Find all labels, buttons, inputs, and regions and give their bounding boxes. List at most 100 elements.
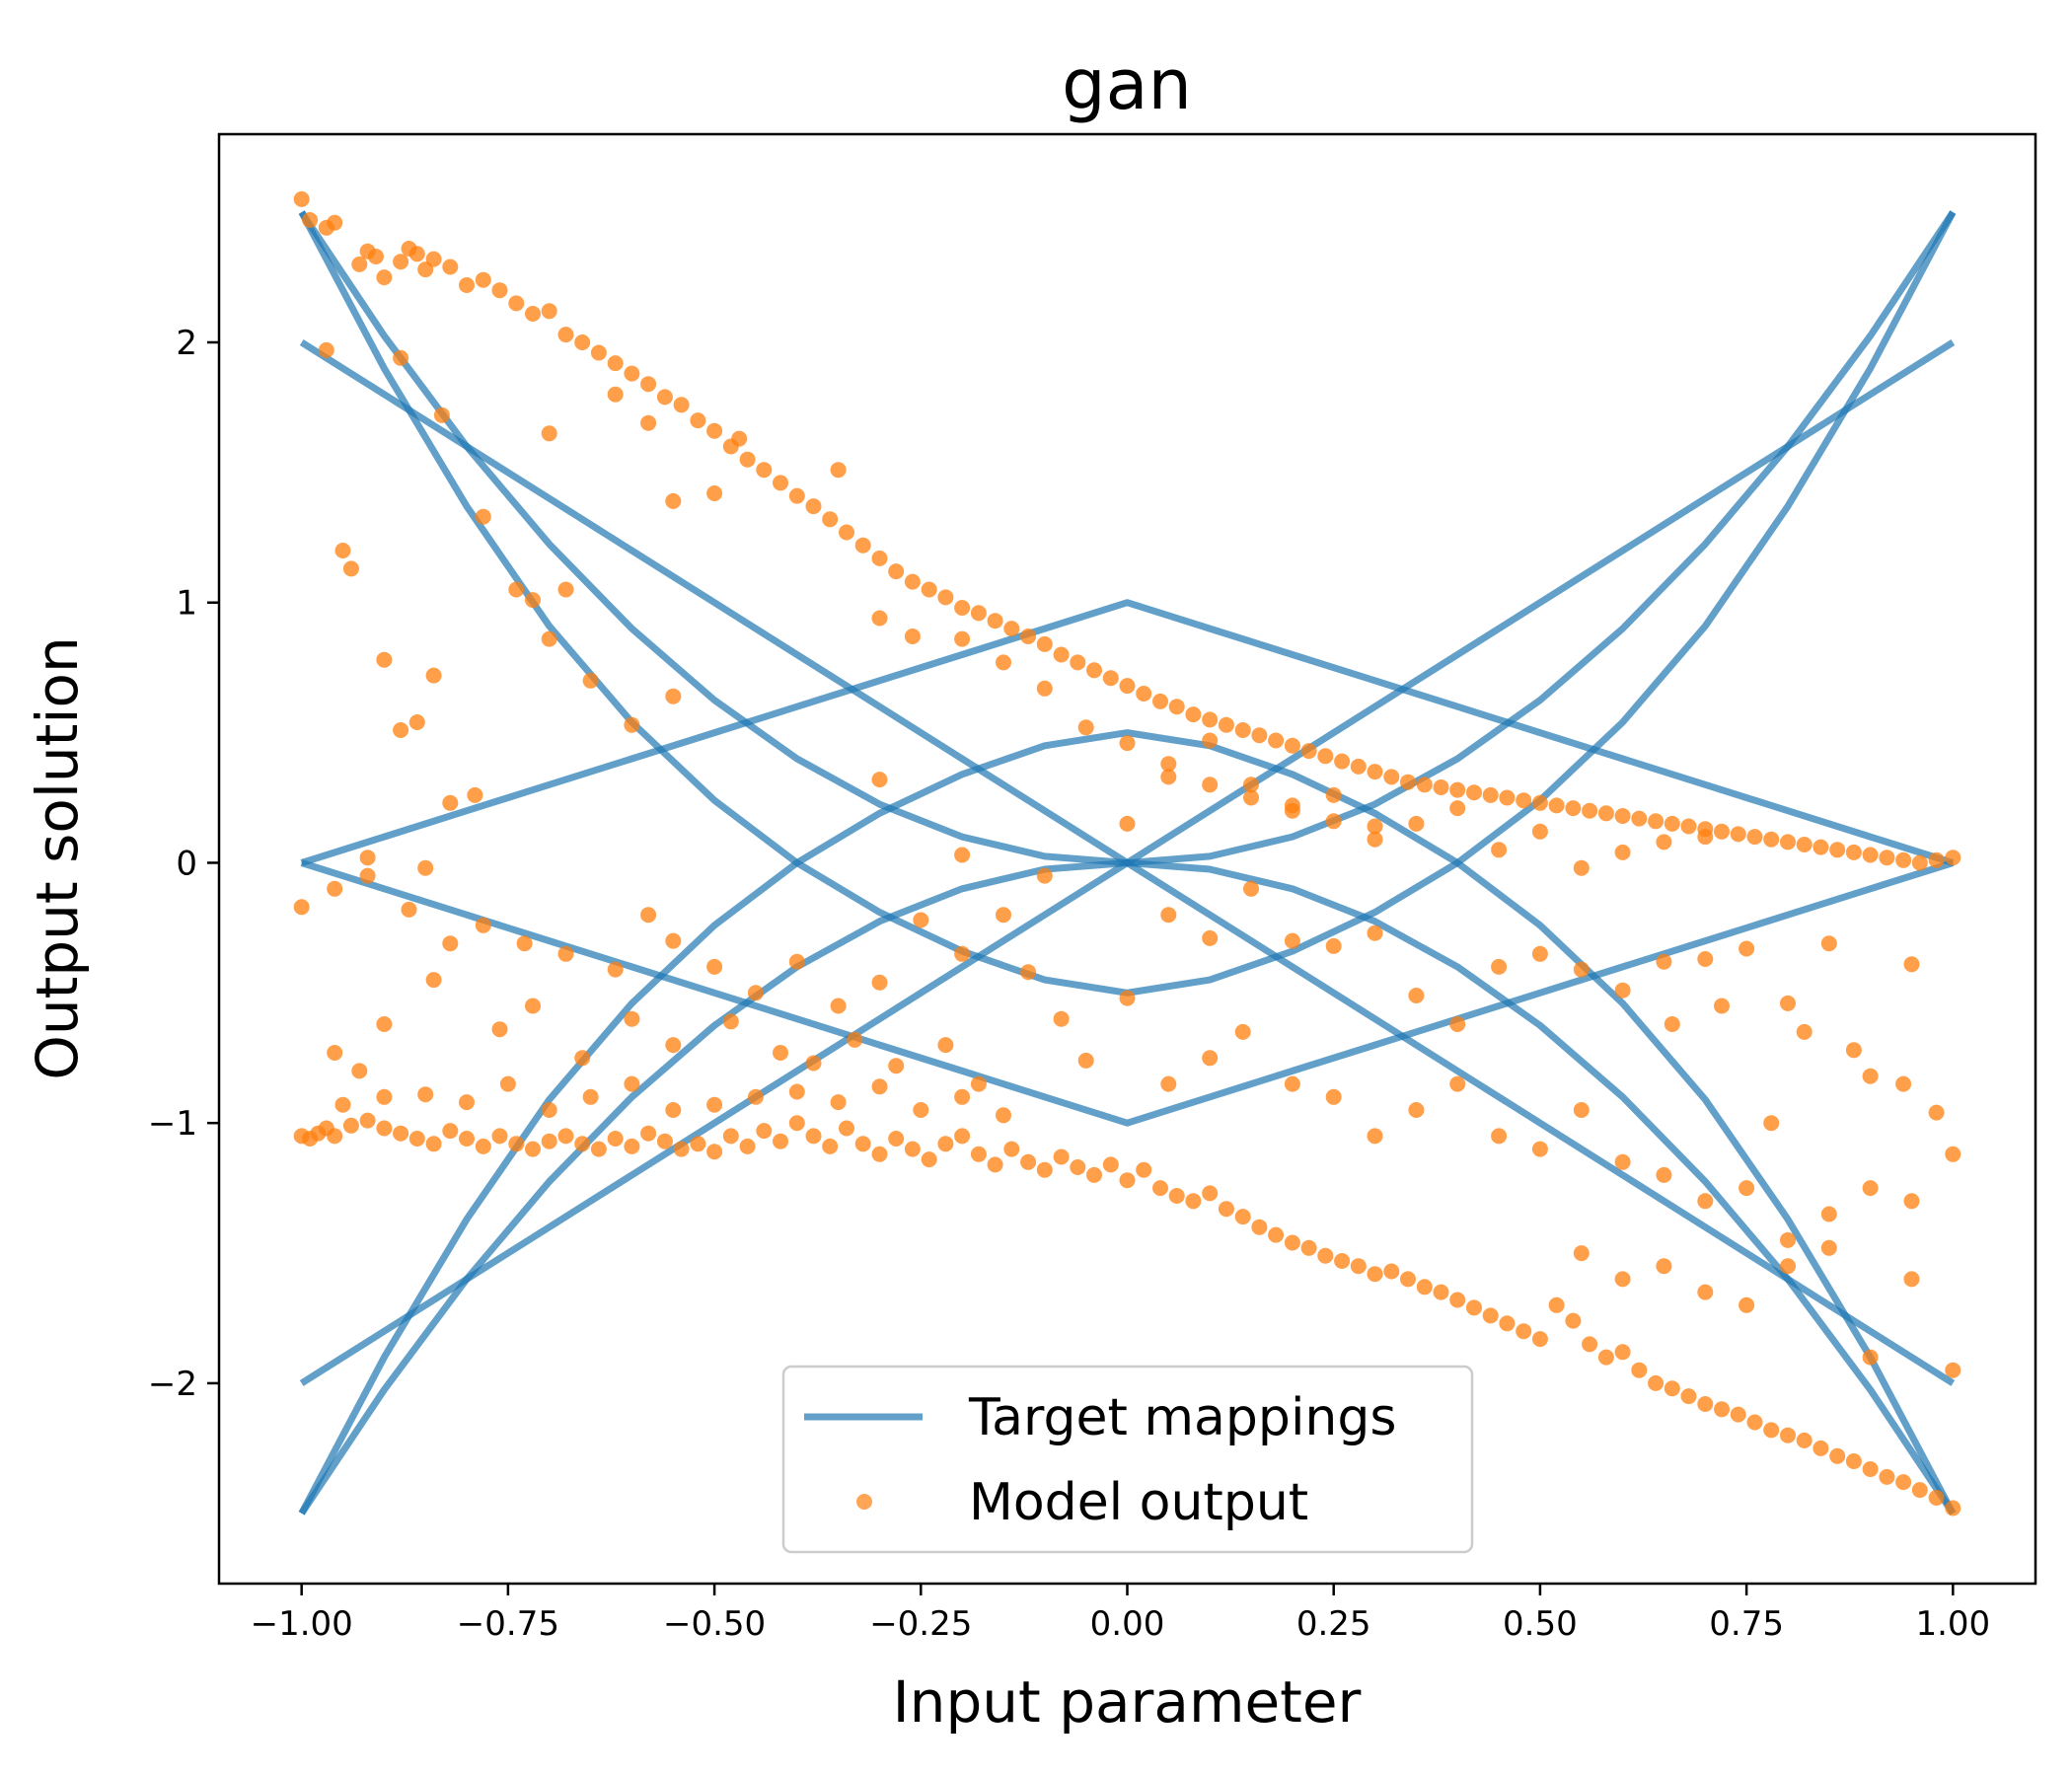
model-output-point (393, 254, 409, 270)
model-output-point (393, 1125, 409, 1142)
model-output-point (1350, 1258, 1367, 1275)
model-output-point (401, 901, 417, 918)
model-output-point (1350, 758, 1367, 775)
model-output-point (1656, 1258, 1672, 1275)
model-output-point (607, 1131, 624, 1147)
model-output-point (1582, 802, 1598, 819)
model-output-point (739, 451, 756, 468)
model-output-point (417, 1086, 434, 1103)
model-output-point (1449, 1292, 1466, 1308)
model-output-point (1160, 769, 1177, 785)
model-output-point (1325, 786, 1342, 803)
model-output-point (747, 1088, 764, 1105)
model-output-point (739, 1138, 756, 1154)
model-output-point (1325, 813, 1342, 830)
x-axis: −1.00 −0.75 −0.50 −0.25 0.00 0.25 0.50 0.75 1.00 (251, 1584, 1990, 1644)
model-output-point (1367, 831, 1383, 848)
model-output-point (1813, 839, 1829, 855)
model-output-point (342, 1117, 359, 1134)
model-output-point (1202, 732, 1219, 749)
model-output-point (954, 1088, 971, 1105)
model-output-point (996, 907, 1011, 924)
model-output-point (1697, 951, 1714, 967)
model-output-point (491, 1128, 508, 1145)
model-output-point (921, 581, 937, 598)
model-output-point (1003, 621, 1020, 637)
model-output-point (327, 1045, 343, 1061)
model-output-point (1408, 815, 1425, 832)
model-output-point (1317, 748, 1334, 765)
target-mapping-curve-6 (300, 859, 1955, 1127)
model-output-point (805, 1055, 822, 1072)
model-output-point (425, 667, 442, 684)
model-output-point (722, 1013, 739, 1030)
model-output-point (1300, 1239, 1317, 1256)
model-output-point (351, 256, 368, 272)
model-output-point (1284, 737, 1300, 754)
y-tick-label: 1 (176, 584, 197, 624)
model-output-point (1531, 823, 1548, 840)
model-output-point (1325, 1088, 1342, 1105)
model-output-point (1202, 1185, 1219, 1202)
model-output-point (665, 1102, 682, 1118)
model-output-point (1565, 1312, 1582, 1329)
model-output-point (1020, 629, 1037, 644)
model-output-point (640, 376, 657, 393)
model-output-point (1367, 1266, 1383, 1283)
model-output-point (499, 1075, 516, 1092)
model-output-point (1234, 1209, 1251, 1225)
model-output-point (987, 613, 1003, 629)
model-output-point (1680, 1388, 1697, 1405)
model-output-point (706, 1096, 723, 1113)
model-output-point (541, 303, 557, 320)
model-output-point (904, 629, 921, 644)
model-output-point (607, 355, 624, 372)
model-output-point (1284, 932, 1300, 949)
x-tick-label: 0.75 (1709, 1604, 1784, 1644)
model-output-point (1903, 956, 1920, 973)
model-output-point (970, 1146, 987, 1162)
model-output-point (937, 589, 954, 606)
model-output-point (1531, 945, 1548, 962)
model-output-point (624, 365, 640, 382)
model-output-point (1714, 823, 1730, 840)
model-output-point (830, 998, 847, 1014)
model-output-point (847, 1031, 863, 1048)
y-axis-label: Output solution (24, 636, 91, 1080)
model-output-point (1879, 850, 1895, 866)
model-output-point (1325, 937, 1342, 954)
model-output-point (888, 1131, 905, 1147)
model-output-point (1573, 1245, 1590, 1262)
model-output-point (1499, 1315, 1516, 1332)
model-output-point (408, 246, 425, 262)
model-output-point (1739, 1180, 1755, 1197)
model-output-point (1367, 1128, 1383, 1145)
model-output-point (1895, 1075, 1912, 1092)
model-output-point (1466, 784, 1482, 801)
model-output-point (640, 907, 657, 924)
model-output-point (541, 1133, 557, 1149)
model-output-point (1482, 1307, 1499, 1324)
model-output-point (706, 485, 723, 501)
model-output-point (376, 1088, 393, 1105)
target-mapping-curve-4 (299, 339, 1956, 1386)
model-output-point (1829, 842, 1846, 858)
model-output-point (1136, 686, 1152, 702)
model-output-point (1168, 1188, 1185, 1204)
model-output-point (1763, 831, 1780, 848)
model-output-point (756, 462, 773, 479)
model-output-point (302, 212, 319, 228)
model-output-point (327, 1128, 343, 1145)
model-output-point (1820, 1239, 1837, 1256)
model-output-point (1152, 1180, 1168, 1197)
model-output-point (1243, 789, 1259, 806)
model-output-point (408, 1131, 425, 1147)
model-output-point (293, 899, 310, 916)
model-output-point (871, 550, 888, 566)
model-output-point (1614, 1153, 1631, 1170)
model-output-point (839, 1120, 854, 1137)
model-output-point (1053, 646, 1070, 663)
model-output-point (541, 630, 557, 647)
model-output-point (1334, 753, 1351, 770)
